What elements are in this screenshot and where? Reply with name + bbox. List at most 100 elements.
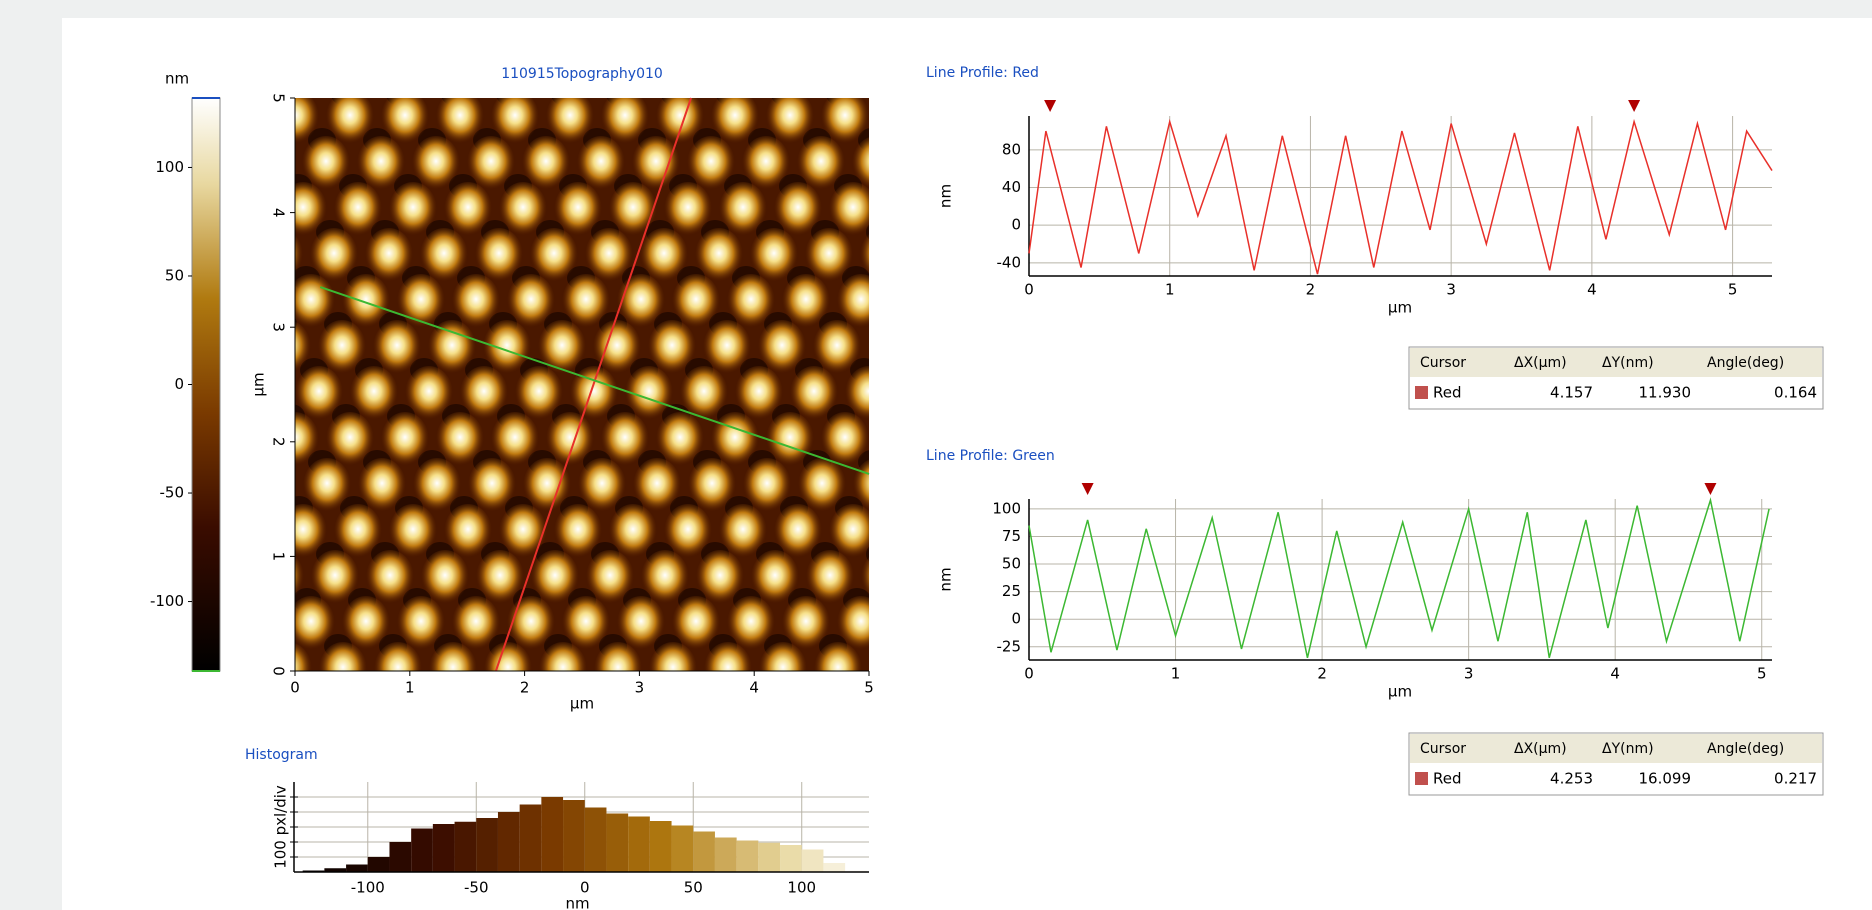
table-header-bg — [1410, 348, 1822, 377]
bump — [821, 412, 869, 468]
histogram-bar — [454, 821, 477, 872]
x-tick-label: 0 — [580, 879, 590, 897]
bump — [421, 550, 469, 606]
histogram-bar — [693, 831, 715, 872]
histogram-bar — [584, 807, 607, 872]
x-tick-label: 0 — [1024, 281, 1034, 299]
bump — [460, 366, 508, 422]
bump — [342, 596, 390, 652]
bump — [310, 228, 358, 284]
histogram-bar — [628, 816, 650, 872]
x-tick-label: 2 — [520, 679, 530, 697]
x-tick-label: 50 — [684, 879, 703, 897]
y-tick-label: 4 — [270, 208, 288, 218]
bump — [680, 366, 728, 422]
chart-title: Line Profile: Green — [926, 448, 1055, 464]
bump — [397, 596, 445, 652]
bump — [397, 274, 445, 330]
y-axis-label: nm — [937, 184, 955, 208]
x-tick-label: 5 — [1757, 665, 1767, 683]
bump — [389, 504, 437, 560]
histogram-bar — [758, 842, 781, 872]
bump — [648, 320, 696, 376]
bump — [719, 182, 767, 238]
bump — [538, 320, 586, 376]
bump — [829, 182, 869, 238]
table-header: ΔY(nm) — [1602, 355, 1654, 371]
cursor-marker — [1081, 483, 1094, 495]
bump — [845, 366, 869, 422]
cursor-marker — [1628, 100, 1641, 112]
bump — [578, 458, 626, 514]
bump — [766, 412, 814, 468]
bump — [444, 504, 492, 560]
histogram-bar — [780, 845, 802, 872]
bump — [695, 228, 743, 284]
bump — [419, 98, 437, 100]
bump — [860, 234, 869, 278]
table-cell: 0.164 — [1774, 384, 1817, 402]
histogram-bar — [671, 825, 694, 872]
bump — [295, 366, 343, 422]
bump — [295, 235, 303, 277]
bump — [743, 458, 791, 514]
bump — [617, 274, 665, 330]
table-cell: 16.099 — [1639, 770, 1692, 788]
cursor-swatch — [1415, 772, 1428, 785]
table-header-bg — [1410, 734, 1822, 763]
histogram-bar — [801, 849, 824, 872]
bump — [584, 98, 602, 100]
bump — [639, 98, 657, 100]
histogram-bar — [497, 812, 520, 872]
bump — [649, 642, 697, 671]
bump — [364, 98, 382, 100]
colorbar-label: nm — [165, 70, 189, 88]
bump — [295, 412, 319, 468]
cursor-marker — [1044, 100, 1057, 112]
bump — [672, 596, 720, 652]
x-tick-label: 1 — [405, 679, 415, 697]
histogram-bar — [606, 813, 629, 872]
x-tick-label: 3 — [1464, 665, 1474, 683]
x-tick-label: 100 — [787, 879, 816, 897]
y-tick-label: 75 — [1002, 527, 1021, 545]
bump — [821, 98, 869, 146]
y-axis-label: nm — [937, 567, 955, 591]
y-tick-label: 100 — [992, 499, 1021, 517]
bump — [617, 596, 665, 652]
bump — [554, 182, 602, 238]
bump — [452, 596, 500, 652]
bump — [804, 98, 822, 100]
bump — [499, 504, 547, 560]
bump — [577, 136, 625, 192]
bump — [365, 228, 413, 284]
table-header: ΔX(µm) — [1514, 741, 1567, 757]
bump — [302, 136, 350, 192]
bump — [476, 550, 524, 606]
table-cell: 4.157 — [1550, 384, 1593, 402]
y-axis-label: 100 pxl/div — [272, 785, 290, 869]
bump — [766, 98, 814, 146]
y-tick-label: 0 — [270, 666, 288, 676]
bump — [444, 182, 492, 238]
histogram-bar — [519, 804, 542, 872]
bump — [758, 320, 806, 376]
bump — [593, 320, 641, 376]
bump — [633, 458, 681, 514]
bump — [829, 504, 869, 560]
x-axis-label: µm — [1388, 683, 1412, 701]
bump — [774, 182, 822, 238]
x-tick-label: 0 — [1024, 665, 1034, 683]
bump — [475, 228, 523, 284]
histogram-bar — [823, 863, 846, 872]
profile-line — [1028, 118, 1773, 275]
bump — [303, 458, 351, 514]
y-tick-label: -25 — [997, 637, 1022, 655]
x-tick-label: 2 — [1306, 281, 1316, 299]
table-cell: 11.930 — [1639, 384, 1692, 402]
bump — [656, 412, 704, 468]
bump — [491, 412, 539, 468]
bump — [735, 366, 783, 422]
histogram-bar — [736, 840, 759, 872]
